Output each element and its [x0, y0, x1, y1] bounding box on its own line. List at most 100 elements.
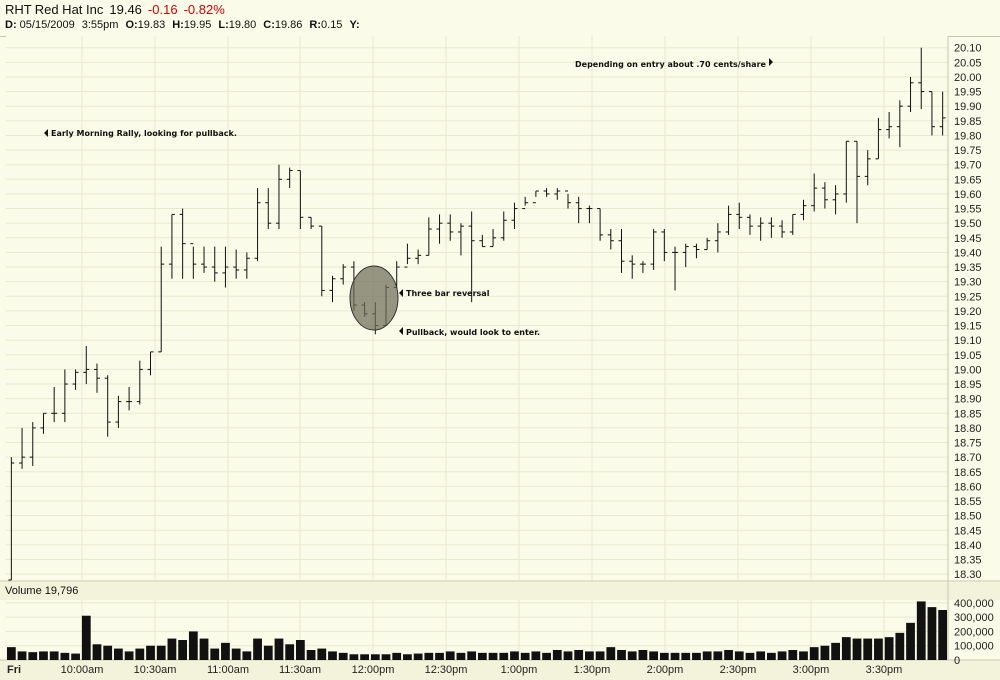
ohlc-bar	[447, 214, 454, 241]
volume-bar	[724, 650, 733, 660]
ohlc-bar	[907, 76, 914, 113]
y-label: Y:	[349, 19, 360, 31]
ohlc-bar	[554, 188, 561, 200]
volume-bar	[788, 650, 798, 660]
volume-bar	[338, 652, 348, 660]
volume-bar	[692, 652, 701, 660]
price-tick-label: 18.80	[954, 423, 982, 435]
bar-date: 05/15/2009	[19, 19, 75, 31]
ohlc-bar	[682, 243, 689, 268]
volume-bar	[156, 645, 166, 660]
ohlc-bar	[158, 246, 165, 353]
ohlc-bar	[490, 229, 497, 248]
volume-bar	[916, 601, 926, 660]
volume-bar	[585, 651, 594, 660]
time-tick-label: 11:00am	[207, 664, 249, 676]
price-tick-label: 19.30	[954, 277, 982, 289]
ohlc-bar	[318, 225, 325, 297]
ohlc-bar	[83, 346, 90, 385]
volume-bar	[413, 653, 423, 660]
volume-bar	[285, 644, 295, 660]
volume-bar	[852, 638, 862, 660]
ohlc-bar	[811, 173, 818, 212]
price-tick-label: 19.70	[954, 160, 982, 172]
quote-line: RHT Red Hat Inc 19.46 -0.16 -0.82%	[5, 2, 231, 17]
annotation-three-bar-text: Three bar reversal	[406, 289, 490, 298]
time-tick-label: 2:30pm	[720, 664, 757, 676]
volume-bar	[563, 651, 573, 660]
time-tick-label: Fri	[7, 664, 21, 676]
pointer-left-icon	[44, 129, 48, 137]
volume-bar	[713, 651, 723, 660]
volume-bar	[884, 637, 894, 660]
volume-bar	[766, 652, 776, 660]
volume-bar	[659, 652, 669, 660]
ohlc-bar	[61, 369, 68, 423]
volume-bar	[221, 642, 230, 660]
ohlc-bar	[8, 457, 15, 581]
volume-bar	[477, 652, 487, 660]
ohlc-bar	[672, 246, 679, 291]
ohlc-bar	[789, 213, 796, 235]
volume-bar	[467, 651, 477, 660]
volume-bar	[60, 652, 70, 660]
ohlc-bar	[522, 196, 529, 210]
price-tick-label: 19.10	[954, 335, 982, 347]
volume-bar	[317, 648, 327, 660]
open-label: O:	[125, 19, 138, 31]
symbol: RHT	[5, 2, 32, 17]
volume-tick-label: 300,000	[954, 612, 994, 624]
annotation-rally: Early Morning Rally, looking for pullbac…	[44, 129, 237, 138]
ohlc-bar	[51, 386, 58, 423]
range-label: R:	[309, 19, 322, 31]
volume-tick-label: 400,000	[954, 598, 994, 610]
volume-bar	[606, 647, 616, 660]
volume-bar	[617, 650, 626, 660]
volume-bar	[574, 650, 584, 660]
price-tick-label: 18.40	[954, 540, 982, 552]
ohlc-bar	[222, 246, 229, 288]
volume-bar	[499, 652, 509, 660]
ohlc-bar	[864, 150, 871, 186]
volume-bar	[863, 638, 873, 660]
price-tick-label: 19.00	[954, 364, 982, 376]
ohlc-bar	[757, 217, 764, 241]
volume-bar	[17, 651, 27, 660]
close-label: C:	[263, 19, 275, 31]
annotation-depending-text: Depending on entry about .70 cents/share	[575, 60, 767, 69]
price-panel	[6, 36, 948, 580]
ohlc-bar	[607, 229, 614, 250]
annotation-three-bar: Three bar reversal	[399, 289, 490, 298]
ohlc-bar	[40, 412, 47, 434]
bar-time: 3:55pm	[81, 19, 119, 31]
ohlc-bar	[854, 140, 861, 224]
volume-bar	[424, 652, 434, 660]
price-tick-label: 19.65	[954, 174, 982, 186]
ohlc-bar	[843, 140, 850, 203]
price-tick-label: 19.95	[954, 87, 982, 99]
price-tick-label: 18.75	[954, 438, 982, 450]
volume-bar	[595, 651, 605, 660]
ohlc-bar	[511, 202, 518, 230]
time-tick-label: 2:00pm	[647, 664, 684, 676]
ohlc-bar	[886, 112, 893, 139]
ohlc-bar	[586, 205, 593, 224]
volume-header: Volume 19,796	[5, 585, 79, 597]
volume-bar	[6, 647, 16, 660]
company-name: Red Hat Inc	[34, 2, 104, 17]
ohlc-bar	[629, 255, 636, 279]
price-tick-label: 19.20	[954, 306, 982, 318]
ohlc-bar	[254, 188, 261, 262]
ohlc-bar	[340, 264, 347, 285]
price-tick-label: 18.35	[954, 555, 982, 567]
ohlc-bar	[404, 243, 411, 268]
last-price: 19.46	[109, 2, 142, 17]
price-tick-label: 19.75	[954, 145, 982, 157]
price-tick-label: 18.85	[954, 408, 982, 420]
volume-bar	[135, 648, 145, 660]
ohlc-bar	[286, 167, 293, 189]
volume-bar	[734, 651, 744, 660]
volume-tick-label: 200,000	[954, 626, 994, 638]
volume-bar	[328, 651, 337, 660]
ohlc-bar	[190, 243, 197, 279]
